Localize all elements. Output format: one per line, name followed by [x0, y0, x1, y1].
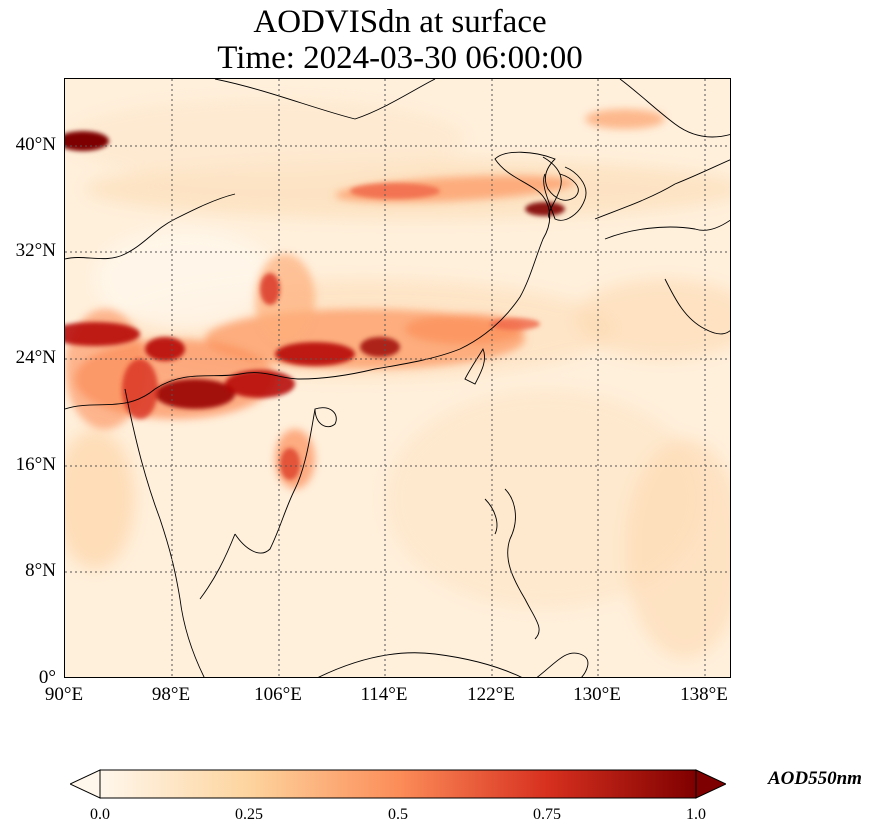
colorbar-label: AOD550nm: [768, 768, 862, 789]
lon-tick-90e: 90°E: [44, 684, 84, 705]
colorbar-tick-0: 0.0: [90, 806, 110, 823]
colorbar-tick-075: 0.75: [533, 806, 561, 823]
graticule: [65, 79, 730, 677]
map-panel: [64, 78, 731, 678]
lon-tick-106e: 106°E: [254, 684, 302, 705]
lat-tick-0: 0°: [38, 667, 56, 688]
aod-dense-plumes: [65, 131, 565, 480]
lat-tick-40n: 40°N: [15, 134, 56, 155]
coastlines: [65, 79, 730, 677]
colorbar-tick-05: 0.5: [388, 806, 408, 823]
colorbar-tick-1: 1.0: [686, 806, 706, 823]
lon-tick-114e: 114°E: [360, 684, 408, 705]
aod-map: [65, 79, 730, 677]
lat-tick-8n: 8°N: [25, 560, 56, 581]
lon-tick-122e: 122°E: [467, 684, 515, 705]
lat-tick-16n: 16°N: [15, 454, 56, 475]
colorbar-extend-min: [70, 769, 101, 799]
colorbar-tick-025: 0.25: [235, 806, 263, 823]
lon-tick-98e: 98°E: [151, 684, 191, 705]
plot-title-line2: Time: 2024-03-30 06:00:00: [217, 40, 583, 76]
colorbar: [70, 769, 726, 799]
lat-tick-32n: 32°N: [15, 240, 56, 261]
plot-title-line1: AODVISdn at surface: [253, 4, 547, 40]
lon-tick-138e: 138°E: [680, 684, 728, 705]
lat-tick-24n: 24°N: [15, 347, 56, 368]
aod-light-plumes: [65, 99, 730, 659]
lon-tick-130e: 130°E: [573, 684, 621, 705]
colorbar-extend-max: [695, 769, 726, 799]
colorbar-gradient: [100, 770, 696, 798]
